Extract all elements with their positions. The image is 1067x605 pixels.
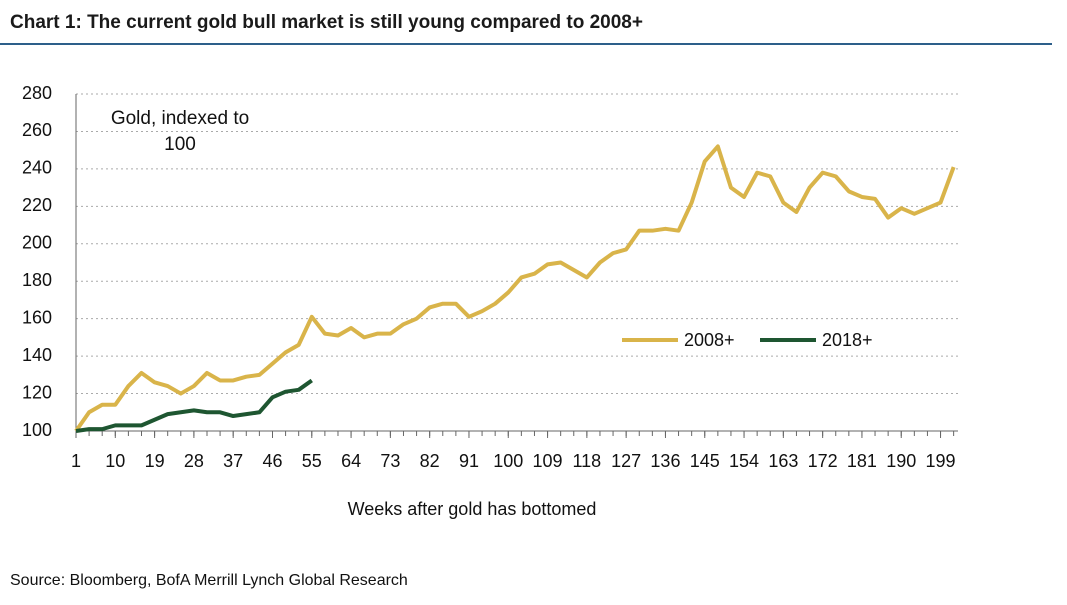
x-tick-label: 109 <box>533 451 563 471</box>
y-tick-label: 140 <box>22 345 52 365</box>
y-tick-label: 180 <box>22 270 52 290</box>
x-tick-label: 10 <box>105 451 125 471</box>
x-tick-label: 55 <box>302 451 322 471</box>
x-tick-label: 19 <box>145 451 165 471</box>
y-tick-label: 220 <box>22 195 52 215</box>
x-tick-label: 73 <box>380 451 400 471</box>
y-tick-label: 200 <box>22 233 52 253</box>
x-tick-label: 190 <box>886 451 916 471</box>
y-tick-label: 280 <box>22 83 52 103</box>
x-tick-label: 118 <box>573 451 602 471</box>
x-tick-label: 64 <box>341 451 361 471</box>
annotation: Gold, indexed to 100 <box>110 108 250 155</box>
chart-title: Chart 1: The current gold bull market is… <box>10 12 643 33</box>
x-tick-label: 100 <box>493 451 523 471</box>
x-tick-label: 163 <box>768 451 798 471</box>
y-tick-label: 260 <box>22 120 52 140</box>
title-rule <box>0 43 1052 45</box>
x-tick-label: 91 <box>459 451 479 471</box>
legend-label: 2008+ <box>684 330 735 350</box>
x-tick-label: 199 <box>926 451 956 471</box>
y-tick-label: 240 <box>22 158 52 178</box>
x-tick-label: 28 <box>184 451 204 471</box>
x-tick-label: 82 <box>420 451 440 471</box>
x-tick-label: 136 <box>650 451 680 471</box>
x-tick-label: 1 <box>71 451 81 471</box>
y-tick-label: 100 <box>22 420 52 440</box>
x-tick-label: 145 <box>690 451 720 471</box>
series-line <box>75 378 313 433</box>
x-tick-label: 172 <box>808 451 838 471</box>
y-tick-label: 120 <box>22 382 52 402</box>
x-tick-label: 37 <box>223 451 243 471</box>
series-line <box>74 144 956 433</box>
x-axis-label: Weeks after gold has bottomed <box>348 499 597 519</box>
source: Source: Bloomberg, BofA Merrill Lynch Gl… <box>10 572 408 589</box>
x-tick-label: 181 <box>847 451 877 471</box>
x-tick-label: 154 <box>729 451 759 471</box>
x-tick-label: 127 <box>611 451 641 471</box>
y-tick-label: 160 <box>22 307 52 327</box>
x-tick-label: 46 <box>262 451 282 471</box>
legend-label: 2018+ <box>822 330 873 350</box>
